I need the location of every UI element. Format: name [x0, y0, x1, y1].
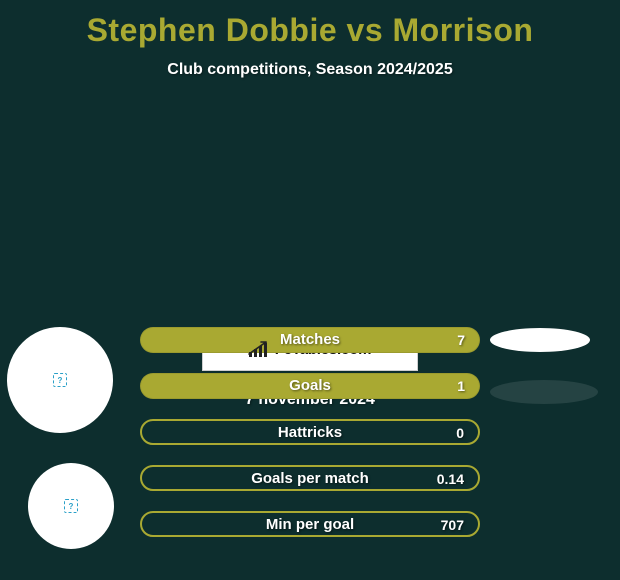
comparison-panel: ? ? Matches7Goals1Hattricks0Goals per ma… — [0, 327, 620, 409]
stat-row: Goals1 — [140, 373, 480, 399]
comparison-ellipse — [490, 328, 590, 352]
page-title: Stephen Dobbie vs Morrison — [0, 0, 620, 49]
stat-row: Goals per match0.14 — [140, 465, 480, 491]
player1-avatar: ? — [7, 327, 113, 433]
stat-label: Hattricks — [142, 421, 478, 445]
player2-avatar: ? — [28, 463, 114, 549]
stat-value: 7 — [457, 328, 465, 352]
right-ellipses — [490, 327, 598, 432]
bar-chart-icon — [249, 341, 269, 357]
stat-row: Hattricks0 — [140, 419, 480, 445]
stat-row: Matches7 — [140, 327, 480, 353]
placeholder-image-icon: ? — [64, 499, 78, 513]
stat-value: 0.14 — [437, 467, 464, 491]
placeholder-image-icon: ? — [53, 373, 67, 387]
stat-value: 707 — [441, 513, 464, 537]
comparison-ellipse — [490, 380, 598, 404]
stat-label: Matches — [141, 328, 479, 352]
stat-label: Min per goal — [142, 513, 478, 537]
stat-row: Min per goal707 — [140, 511, 480, 537]
stat-value: 0 — [456, 421, 464, 445]
stat-label: Goals — [141, 374, 479, 398]
page-subtitle: Club competitions, Season 2024/2025 — [0, 61, 620, 79]
stat-rows: Matches7Goals1Hattricks0Goals per match0… — [140, 327, 480, 557]
stat-value: 1 — [457, 374, 465, 398]
stat-label: Goals per match — [142, 467, 478, 491]
